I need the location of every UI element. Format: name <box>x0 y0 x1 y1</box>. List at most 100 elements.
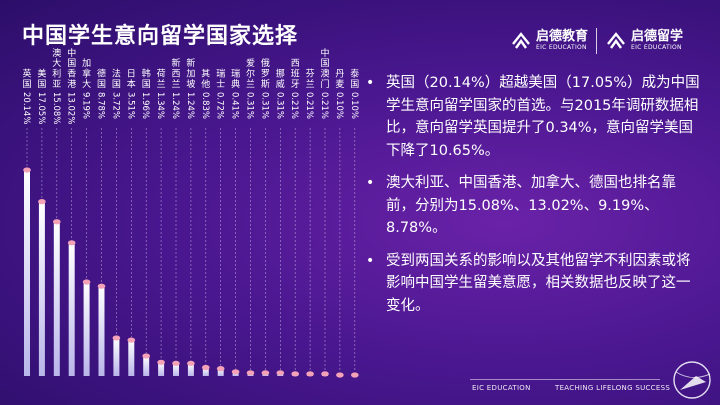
category-label: 丹麦 <box>335 69 344 90</box>
logo-en: EIC EDUCATION <box>631 44 682 51</box>
value-label: 0.31% <box>274 92 284 119</box>
value-label: 3.51% <box>125 92 135 119</box>
bar-marker <box>187 360 195 366</box>
bar-marker <box>291 371 300 377</box>
value-label: 0.31% <box>245 92 255 119</box>
bar <box>38 201 45 376</box>
category-label: 荷兰 <box>157 69 166 90</box>
category-label: 瑞典 <box>231 68 240 90</box>
bar-marker <box>142 353 150 359</box>
page-title: 中国学生意向留学国家选择 <box>22 24 299 49</box>
category-label: 英国 <box>22 68 31 90</box>
value-label: 0.31% <box>259 92 269 119</box>
bar <box>187 363 194 376</box>
logo-cn: 启德教育 <box>536 29 589 44</box>
bar <box>158 362 165 376</box>
bar-marker <box>202 364 210 371</box>
logo-cn: 启德留学 <box>631 29 684 44</box>
bar <box>143 355 150 376</box>
bar <box>53 221 60 376</box>
footer-divider <box>470 379 660 380</box>
bullet-list: • 英国（20.14%）超越美国（17.05%）成为中国学生意向留学国家的首选。… <box>366 72 701 327</box>
bullet-dot: • <box>366 252 375 269</box>
bar-marker <box>246 370 255 376</box>
value-label: 0.21% <box>289 92 299 119</box>
logo-eic-education: 启德教育 EIC EDUCATION <box>510 30 588 52</box>
bar <box>202 367 209 376</box>
value-label: 0.72% <box>215 92 225 119</box>
globe-emblem-icon <box>673 361 711 399</box>
bar-marker <box>127 337 136 343</box>
bar <box>68 242 75 376</box>
bar-marker <box>336 372 344 378</box>
bar-marker <box>172 360 180 366</box>
bar-marker <box>53 219 61 225</box>
category-label: 新加坡 <box>186 57 195 90</box>
value-label: 1.34% <box>155 92 165 119</box>
value-label: 1.24% <box>185 92 195 119</box>
bar-marker <box>306 371 314 377</box>
bar <box>24 170 30 376</box>
category-label: 美国 <box>37 68 46 90</box>
category-label: 韩国 <box>142 68 151 90</box>
category-label: 泰国 <box>350 68 359 90</box>
logo-eic-study: 启德留学 EIC EDUCATION <box>605 30 683 52</box>
bar <box>113 337 120 376</box>
category-label: 其他 <box>201 69 210 90</box>
bullet-text: 英国（20.14%）超越美国（17.05%）成为中国学生意向留学国家的首选。与2… <box>386 75 700 159</box>
bar-marker <box>112 335 121 341</box>
value-label: 13.02% <box>66 92 76 124</box>
value-label: 0.10% <box>334 92 344 119</box>
bar-marker <box>261 370 270 376</box>
bar-marker <box>231 369 240 375</box>
bullet-text: 澳大利亚、中国香港、加拿大、德国也排名靠前，分别为15.08%、13.02%、9… <box>386 175 676 236</box>
category-label: 澳大利亚 <box>52 47 61 90</box>
bar-marker <box>276 370 285 376</box>
bar-marker <box>157 359 165 365</box>
category-label: 爱尔兰 <box>246 58 255 90</box>
category-label: 新西兰 <box>171 57 180 90</box>
bar <box>98 286 105 376</box>
bar-marker <box>97 283 106 289</box>
logo-area: 启德教育 EIC EDUCATION 启德留学 EIC EDUCATION <box>510 26 710 56</box>
value-label: 3.72% <box>110 92 120 119</box>
eic-logo-icon <box>512 32 530 49</box>
value-label: 0.41% <box>230 92 240 119</box>
value-label: 1.24% <box>170 92 180 119</box>
bullet-text: 受到两国关系的影响以及其他留学不利因素或将影响中国学生留美意愿，相关数据也反映了… <box>386 252 691 314</box>
footer-left: EIC EDUCATION <box>472 384 531 392</box>
category-label: 中国澳门 <box>320 47 329 90</box>
bar <box>128 340 135 376</box>
value-label: 8.78% <box>96 92 106 119</box>
bullet-item: • 受到两国关系的影响以及其他留学不利因素或将影响中国学生留美意愿，相关数据也反… <box>366 250 701 318</box>
category-label: 芬兰 <box>306 69 315 90</box>
value-label: 9.19% <box>81 92 91 119</box>
category-label: 西班牙 <box>291 58 300 90</box>
bar <box>217 368 224 376</box>
logo-divider <box>596 28 598 54</box>
bar <box>173 363 179 376</box>
bar-marker <box>351 372 359 378</box>
bar <box>83 282 90 376</box>
value-label: 17.05% <box>36 92 46 124</box>
logo-en: EIC EDUCATION <box>536 44 587 51</box>
eic-logo-icon <box>607 32 625 49</box>
category-label: 中国香港 <box>67 47 76 90</box>
category-label: 法国 <box>112 68 121 90</box>
category-label: 日本 <box>127 69 136 90</box>
bar-chart: 英国 20.14% 美国 17.05% 澳大利亚 15.08% 中国香港 13.02% 加拿大 9… <box>21 47 359 378</box>
bar-marker <box>38 199 46 205</box>
bullet-item: • 澳大利亚、中国香港、加拿大、德国也排名靠前，分别为15.08%、13.02%… <box>366 172 701 240</box>
bullet-dot: • <box>366 175 375 191</box>
value-label: 20.14% <box>21 92 31 124</box>
category-label: 加拿大 <box>82 58 91 90</box>
bullet-item: • 英国（20.14%）超越美国（17.05%）成为中国学生意向留学国家的首选。… <box>366 72 701 162</box>
value-label: 0.21% <box>304 92 314 119</box>
category-label: 挪威 <box>276 68 285 90</box>
value-label: 0.21% <box>319 92 329 119</box>
bar-marker <box>67 240 76 246</box>
bar-marker <box>23 167 31 173</box>
value-label: 1.96% <box>140 92 150 119</box>
category-label: 德国 <box>97 68 106 90</box>
value-label: 15.08% <box>51 92 61 124</box>
